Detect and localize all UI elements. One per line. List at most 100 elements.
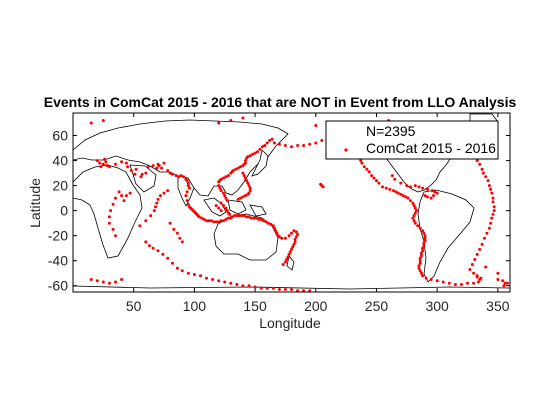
- data-point: [422, 231, 426, 235]
- data-point: [217, 184, 221, 188]
- data-point: [314, 124, 318, 127]
- data-point: [399, 192, 403, 196]
- data-point: [491, 196, 495, 200]
- data-point: [89, 278, 93, 281]
- data-point: [486, 179, 490, 183]
- data-point: [496, 278, 500, 281]
- data-point: [483, 236, 486, 240]
- data-point: [503, 281, 507, 285]
- data-point: [241, 171, 245, 175]
- data-point: [283, 260, 287, 264]
- data-point: [489, 221, 493, 225]
- data-point: [296, 232, 300, 236]
- data-point: [484, 265, 488, 269]
- data-point: [197, 215, 201, 219]
- data-point: [248, 186, 252, 190]
- data-point: [225, 209, 229, 213]
- data-point: [496, 271, 500, 275]
- data-point: [416, 224, 420, 228]
- data-point: [172, 227, 176, 231]
- axes-box: [72, 112, 511, 293]
- data-point: [253, 151, 257, 155]
- data-point: [109, 209, 113, 213]
- data-point: [207, 219, 211, 223]
- data-point: [199, 274, 202, 278]
- data-point: [254, 216, 258, 220]
- data-point: [293, 237, 297, 241]
- data-point: [246, 192, 250, 196]
- data-point: [146, 165, 150, 169]
- data-point: [256, 150, 259, 154]
- data-point: [247, 184, 251, 188]
- data-point: [426, 187, 429, 191]
- data-point: [156, 249, 160, 253]
- data-point: [152, 209, 156, 213]
- data-point: [218, 186, 222, 190]
- data-point: [89, 121, 93, 125]
- data-point: [409, 199, 412, 203]
- data-point: [126, 165, 130, 169]
- data-point: [107, 215, 111, 219]
- data-point: [144, 240, 148, 244]
- data-point: [185, 199, 189, 203]
- data-point: [241, 284, 245, 288]
- data-point: [502, 284, 506, 288]
- data-point: [390, 174, 394, 178]
- data-point: [258, 147, 262, 151]
- data-point: [114, 196, 117, 200]
- data-point: [490, 191, 494, 195]
- legend-count-label: N=2395: [366, 123, 416, 139]
- data-point: [413, 211, 417, 215]
- data-point: [247, 284, 251, 288]
- data-point: [232, 214, 236, 218]
- data-point: [480, 242, 484, 246]
- data-point: [259, 286, 263, 290]
- data-point: [285, 258, 289, 261]
- data-point: [264, 220, 268, 224]
- data-point: [186, 202, 190, 206]
- data-point: [107, 281, 111, 285]
- data-point: [433, 190, 437, 194]
- y-tick-label: -40: [48, 253, 68, 269]
- data-point: [205, 219, 208, 223]
- data-point: [392, 189, 395, 193]
- data-point: [185, 179, 189, 183]
- data-point: [192, 273, 196, 276]
- data-point: [107, 221, 111, 225]
- data-point: [266, 221, 270, 225]
- data-point: [418, 256, 422, 260]
- data-point: [406, 196, 410, 200]
- data-point: [412, 214, 416, 218]
- data-point: [239, 165, 242, 169]
- data-point: [277, 142, 281, 146]
- data-point: [253, 285, 257, 289]
- data-point: [241, 195, 245, 199]
- data-point: [491, 212, 495, 216]
- data-point: [411, 201, 415, 205]
- data-point: [262, 219, 266, 223]
- data-point: [171, 172, 174, 176]
- axis-ticks: 50 100 150 200 250 300 350 -60 -40 -20 0 20 40 60: [48, 113, 510, 314]
- data-point: [270, 137, 274, 141]
- data-point: [95, 159, 99, 163]
- data-point: [148, 244, 151, 248]
- data-point: [162, 161, 166, 165]
- data-point: [117, 190, 121, 194]
- southeast-asia-islands-outline: [203, 197, 267, 217]
- data-point: [296, 144, 300, 147]
- data-point: [184, 194, 188, 198]
- data-point: [222, 176, 225, 180]
- data-point: [283, 144, 287, 147]
- data-point: [144, 219, 148, 223]
- data-point: [265, 141, 269, 145]
- data-point: [234, 167, 238, 171]
- data-point: [219, 177, 223, 181]
- data-point: [290, 145, 293, 149]
- data-point: [417, 264, 421, 268]
- data-point: [419, 251, 423, 255]
- data-point: [99, 165, 103, 169]
- data-point: [260, 145, 264, 149]
- data-point: [111, 202, 115, 206]
- data-point: [290, 231, 293, 235]
